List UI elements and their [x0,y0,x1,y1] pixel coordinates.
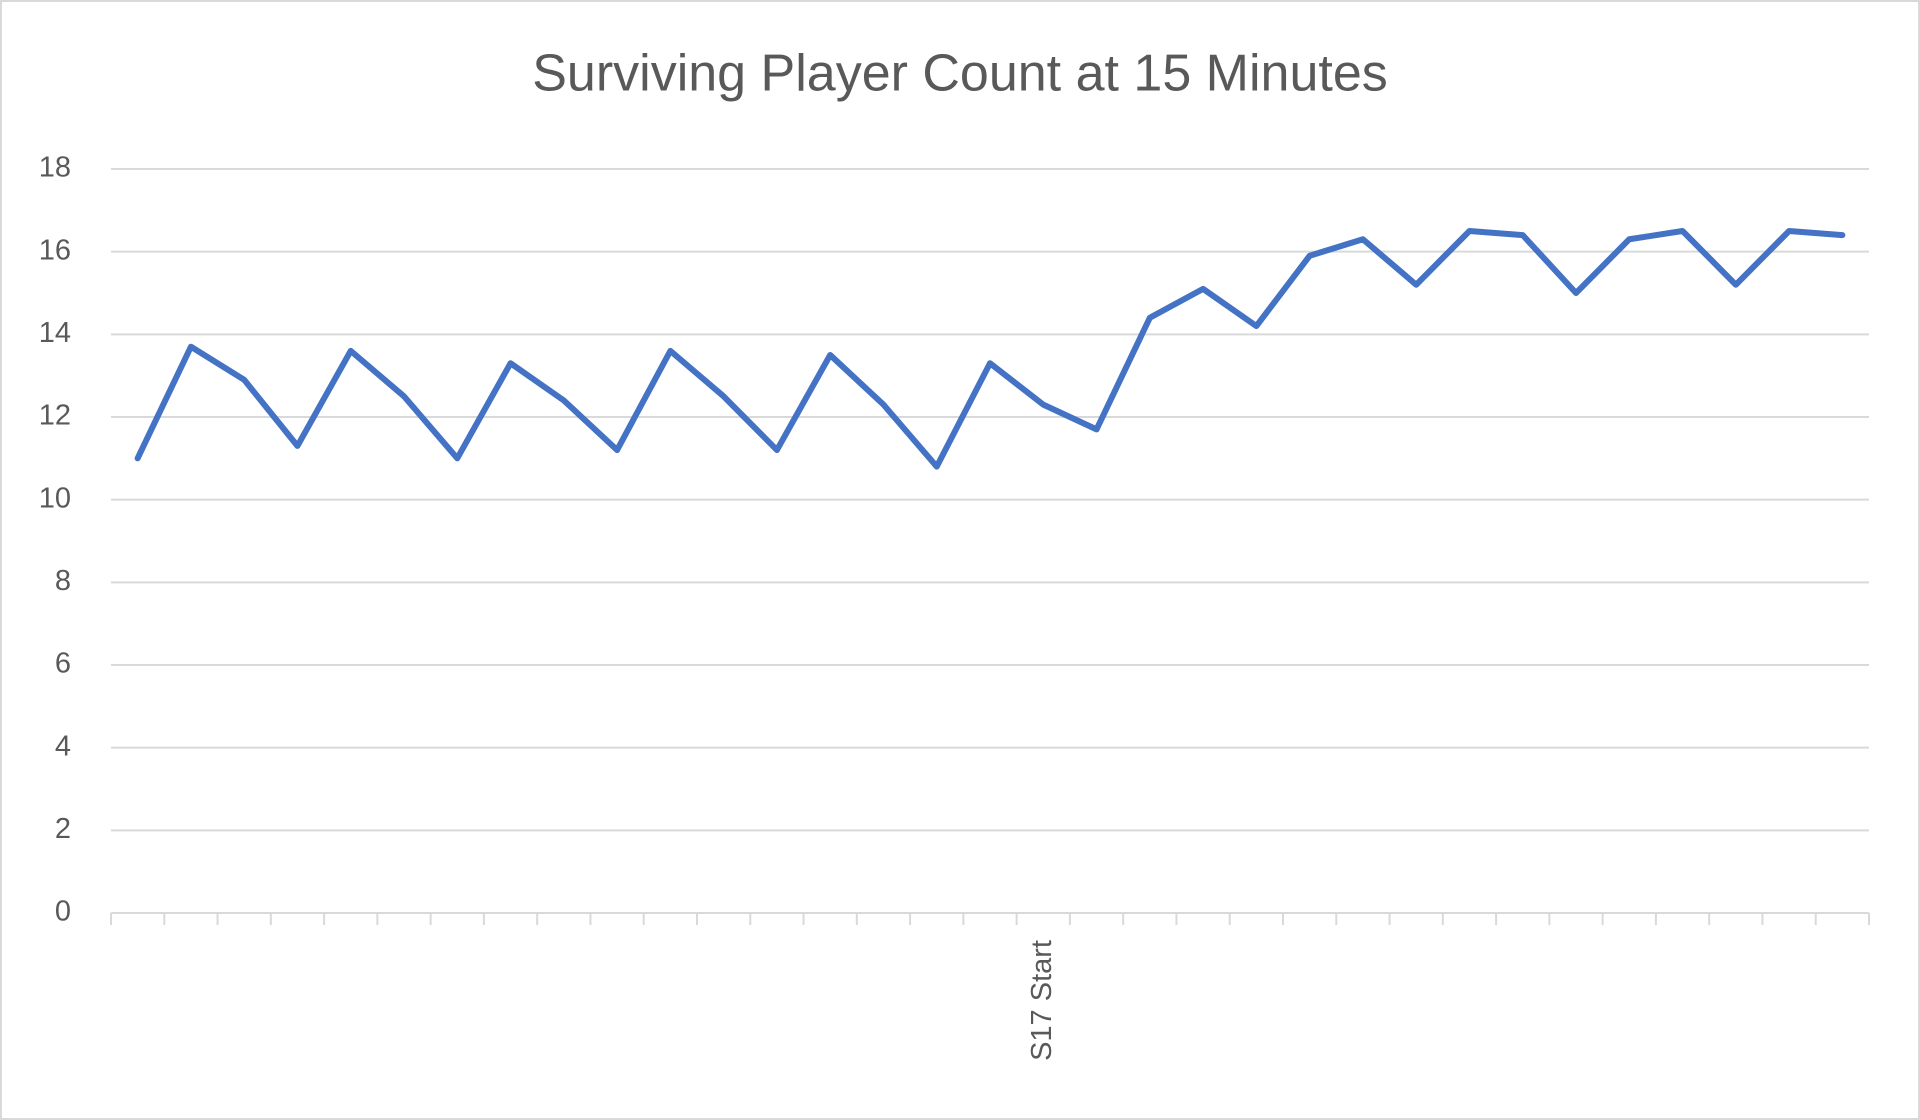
y-tick-label: 14 [39,317,71,349]
y-tick-label: 16 [39,234,71,266]
y-tick-label: 6 [55,648,71,680]
y-tick-label: 8 [55,565,71,597]
y-tick-label: 4 [55,730,71,762]
y-tick-label: 2 [55,813,71,845]
y-tick-label: 10 [39,482,71,514]
data-line [134,228,1846,470]
chart-title: Surviving Player Count at 15 Minutes [532,45,1388,103]
y-tick-label: 18 [39,152,71,184]
x-tick-label: S17 Start [1026,940,1058,1061]
y-tick-label: 0 [55,896,71,928]
y-tick-label: 12 [39,400,71,432]
